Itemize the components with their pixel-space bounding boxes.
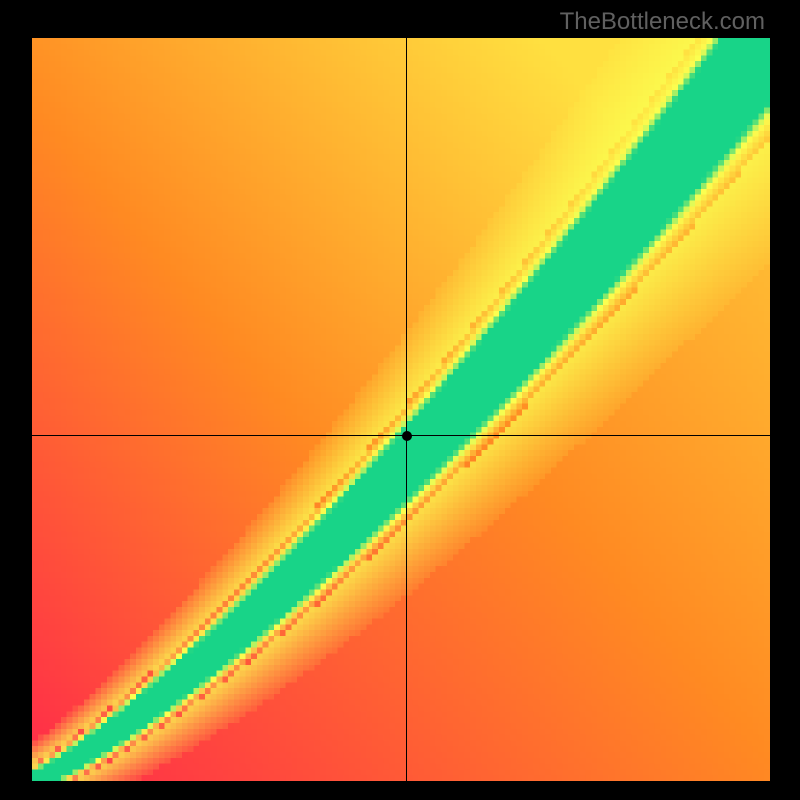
heatmap-canvas (32, 38, 770, 781)
crosshair-vertical (406, 38, 407, 781)
watermark-text: TheBottleneck.com (560, 8, 765, 36)
chart-frame: TheBottleneck.com (0, 0, 800, 800)
marker-dot (402, 431, 412, 441)
heatmap-plot (32, 38, 770, 781)
